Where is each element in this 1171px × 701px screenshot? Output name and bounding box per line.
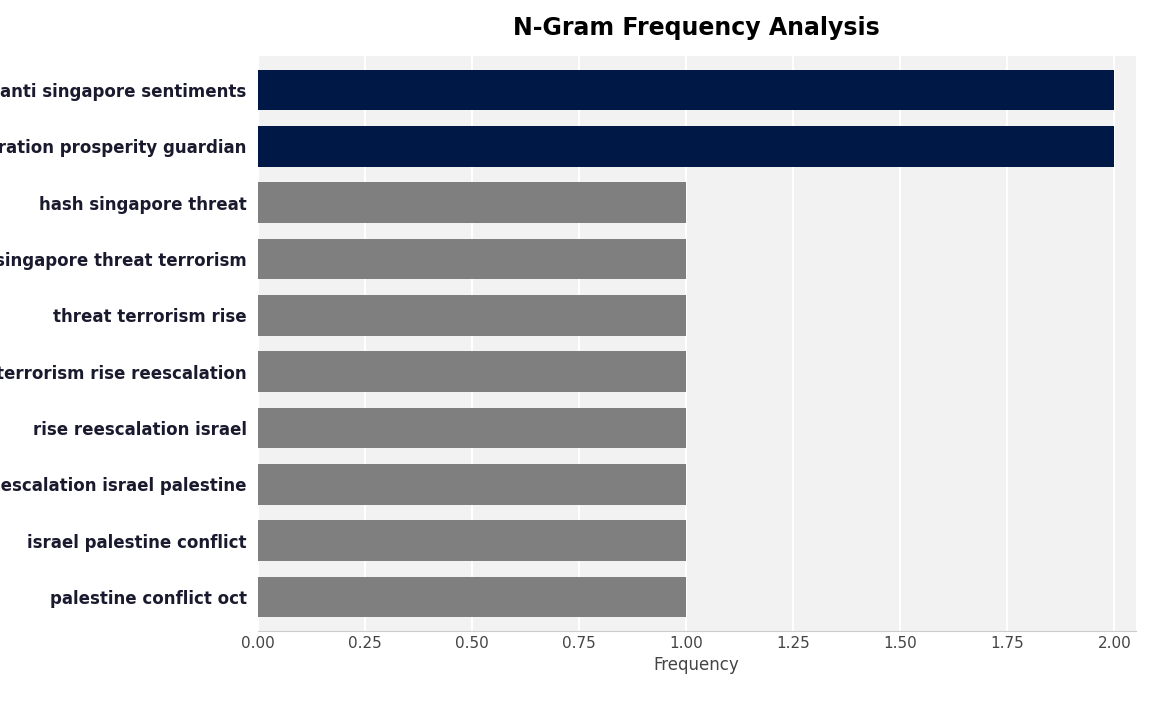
Bar	[258, 408, 686, 449]
Bar	[258, 126, 1115, 167]
Bar	[258, 520, 686, 561]
Bar	[258, 69, 1115, 110]
Bar	[258, 351, 686, 392]
Title: N-Gram Frequency Analysis: N-Gram Frequency Analysis	[513, 16, 881, 40]
X-axis label: Frequency: Frequency	[653, 656, 740, 674]
Bar	[258, 577, 686, 618]
Bar	[258, 464, 686, 505]
Bar	[258, 238, 686, 279]
Bar	[258, 182, 686, 223]
Bar	[258, 295, 686, 336]
